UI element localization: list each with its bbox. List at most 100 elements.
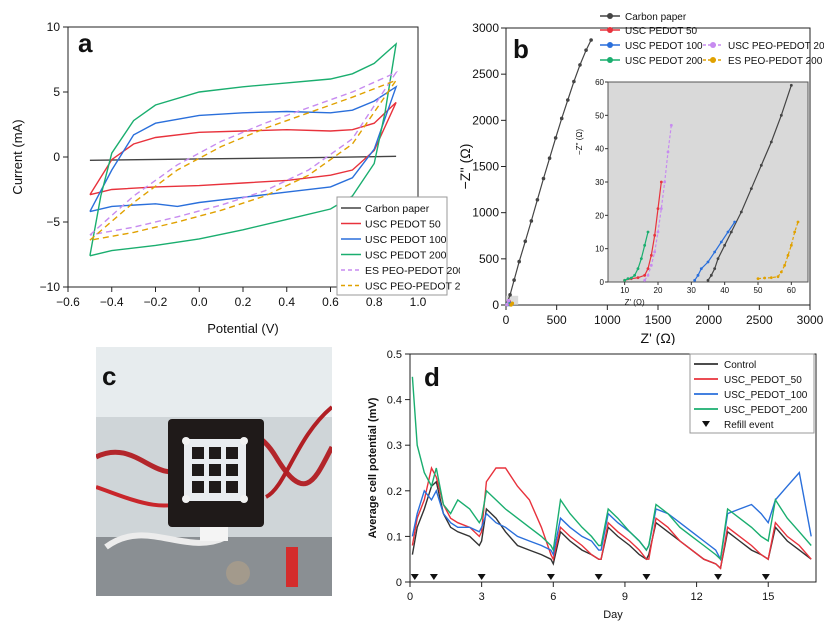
- point-es-peo-pedot-200: [510, 301, 515, 306]
- inset-x-tick-label: 60: [787, 286, 796, 295]
- inset-point-usc-peo-pedot-200: [649, 263, 653, 267]
- inset-point-usc-peo-pedot-200: [663, 180, 667, 184]
- x-tick-label: 0.4: [278, 295, 295, 309]
- device-photo: c: [96, 347, 332, 596]
- x-tick-label: 3: [479, 591, 485, 603]
- inset-x-tick-label: 40: [720, 286, 729, 295]
- legend-entry-usc-pedot-100: USC PEDOT 100: [365, 234, 447, 246]
- inset-point-usc-pedot-200: [639, 257, 643, 261]
- x-tick-label: 0: [503, 313, 510, 327]
- legend-entry-usc-pedot-200: USC PEDOT 200: [625, 56, 703, 67]
- inset-point-usc-pedot-50: [653, 233, 657, 237]
- inset-point-carbon-paper: [789, 83, 793, 87]
- x-tick-label: −0.6: [56, 295, 80, 309]
- y-tick-label: 500: [479, 252, 499, 266]
- point-carbon-paper: [508, 293, 512, 297]
- inset-point-usc-peo-pedot-200: [646, 273, 650, 277]
- legend-marker-es-peo-pedot-200: [710, 57, 716, 63]
- refill-event-marker: [714, 574, 723, 580]
- inset-point-carbon-paper: [713, 267, 717, 271]
- x-tick-label: 1000: [594, 313, 621, 327]
- inset-y-tick-label: 20: [595, 211, 604, 220]
- point-usc-peo-pedot-200: [506, 298, 511, 303]
- inset-point-usc-pedot-100: [733, 220, 737, 224]
- inset-y-axis-label: −Z'' (Ω): [575, 129, 584, 155]
- x-tick-label: 1.0: [410, 295, 427, 309]
- y-tick-label: −5: [46, 215, 60, 229]
- inset-point-es-peo-pedot-200: [783, 263, 787, 267]
- x-tick-label: 500: [547, 313, 567, 327]
- inset-point-usc-pedot-100: [713, 250, 717, 254]
- inset-point-usc-peo-pedot-200: [643, 278, 647, 282]
- refill-event-marker: [410, 574, 419, 580]
- inset-point-es-peo-pedot-200: [756, 277, 760, 281]
- legend-entry-usc-pedot-200: USC_PEDOT_200: [724, 405, 808, 416]
- inset-point-es-peo-pedot-200: [789, 243, 793, 247]
- inset-point-usc-peo-pedot-200: [666, 150, 670, 154]
- legend-entry-control: Control: [724, 360, 756, 371]
- y-tick-label: 0.4: [387, 395, 402, 407]
- inset-point-usc-pedot-50: [646, 267, 650, 271]
- legend-entry-carbon-paper: Carbon paper: [625, 12, 687, 23]
- series-carbon-paper: [89, 155, 397, 161]
- x-tick-label: 0.2: [235, 295, 252, 309]
- x-tick-label: 2500: [746, 313, 773, 327]
- inset-x-tick-label: 50: [754, 286, 763, 295]
- point-carbon-paper: [566, 98, 570, 102]
- point-carbon-paper: [578, 63, 582, 67]
- inset-point-carbon-paper: [706, 278, 710, 282]
- device-photo-illustration: [96, 347, 332, 596]
- inset-point-carbon-paper: [739, 210, 743, 214]
- y-tick-label: 0.2: [387, 486, 402, 498]
- y-axis-label: Current (mA): [10, 119, 25, 194]
- inset-series-es-peo-pedot-200: [757, 221, 799, 280]
- panel-label-a: a: [78, 28, 93, 58]
- x-tick-label: 3000: [797, 313, 824, 327]
- legend-entry-usc-pedot-50: USC PEDOT 50: [625, 26, 697, 37]
- x-tick-label: 15: [762, 591, 774, 603]
- inset-point-usc-peo-pedot-200: [653, 250, 657, 254]
- point-carbon-paper: [512, 278, 516, 282]
- inset-point-usc-pedot-50: [649, 253, 653, 257]
- inset-point-es-peo-pedot-200: [796, 220, 800, 224]
- inset-point-usc-peo-pedot-200: [656, 230, 660, 234]
- refill-event-marker: [546, 574, 555, 580]
- series-usc-pedot-50: [89, 101, 397, 196]
- series-usc-pedot-200: [89, 42, 398, 257]
- y-tick-label: 0.5: [387, 349, 402, 361]
- inset-point-usc-pedot-100: [726, 230, 730, 234]
- point-carbon-paper: [559, 116, 564, 121]
- series-es-peo-pedot-200: [89, 70, 399, 236]
- refill-event-marker: [642, 574, 651, 580]
- series-usc-peo-pedot-200: [89, 78, 398, 241]
- panel-label-c: c: [102, 361, 117, 391]
- chart-b-nyquist: b 0 500 1000 1500 2000 2500 300005001000150020…: [460, 12, 824, 345]
- x-tick-label: 0.0: [191, 295, 208, 309]
- y-axis-label: −Z'' (Ω): [460, 144, 473, 190]
- point-carbon-paper: [547, 156, 552, 160]
- inset-point-usc-pedot-100: [699, 267, 703, 271]
- y-tick-label: 2500: [472, 67, 499, 81]
- point-carbon-paper: [584, 48, 588, 52]
- inset-point-carbon-paper: [779, 113, 783, 117]
- inset-y-tick-label: 60: [595, 78, 604, 87]
- inset-point-usc-pedot-200: [646, 230, 650, 234]
- legend-marker-usc-pedot-200: [607, 57, 613, 63]
- legend-swatch-refill-event: [702, 421, 710, 427]
- refill-event-marker: [477, 574, 486, 580]
- x-tick-label: 0: [407, 591, 413, 603]
- point-carbon-paper: [589, 38, 593, 42]
- plot-frame: [409, 353, 817, 583]
- x-tick-label: 1500: [645, 313, 672, 327]
- inset-point-usc-pedot-200: [623, 278, 627, 282]
- inset-point-usc-pedot-100: [719, 240, 723, 244]
- legend-marker-usc-pedot-50: [607, 27, 613, 33]
- inset-y-tick-label: 0: [600, 278, 605, 287]
- inset-y-tick-label: 30: [595, 178, 604, 187]
- inset-x-axis-label: Z' (Ω): [625, 298, 645, 307]
- inset-frame: [607, 81, 809, 283]
- inset-point-carbon-paper: [709, 273, 713, 277]
- y-tick-label: 3000: [472, 21, 499, 35]
- inset-point-usc-pedot-50: [643, 273, 647, 277]
- y-tick-label: 0.1: [387, 531, 402, 543]
